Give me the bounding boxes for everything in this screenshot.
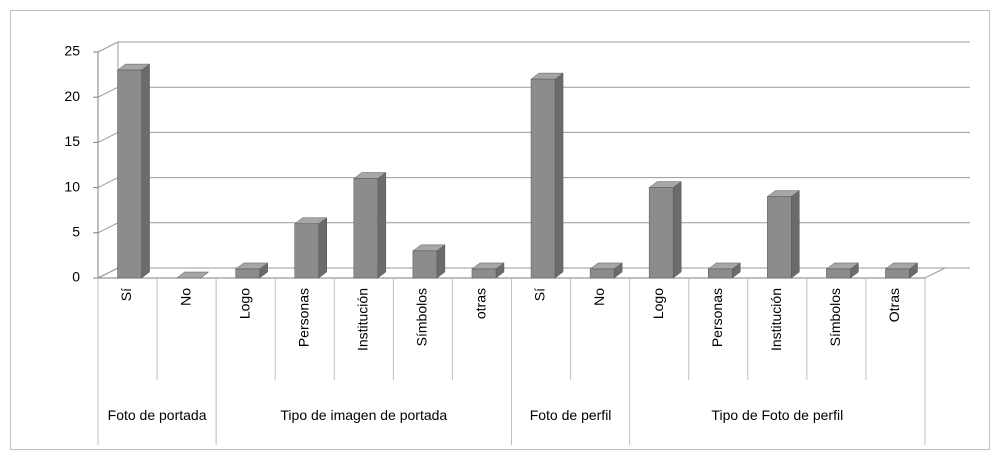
y-tick-label: 15 xyxy=(64,133,80,149)
bar xyxy=(884,262,919,279)
x-tick-label: Institución xyxy=(768,288,784,351)
bar-front xyxy=(117,69,142,279)
x-tick-label: Otras xyxy=(886,288,902,322)
bar xyxy=(175,271,210,279)
bar xyxy=(471,262,505,279)
x-tick-label: Sí xyxy=(532,288,548,301)
group-label: Foto de perfil xyxy=(529,406,612,423)
y-tick-label: 10 xyxy=(64,178,80,194)
bar-front xyxy=(826,268,851,279)
grid-line-side xyxy=(97,222,119,234)
bar xyxy=(707,262,741,279)
bar-front xyxy=(885,268,910,279)
bar xyxy=(294,217,328,279)
x-tick-label: No xyxy=(177,288,193,306)
grid-line-side xyxy=(97,177,119,189)
grid-line-side xyxy=(97,131,119,143)
bar-front xyxy=(412,250,438,279)
bar xyxy=(412,244,446,279)
bar xyxy=(234,262,269,279)
x-tick-label: Institución xyxy=(355,288,371,351)
x-tick-label: No xyxy=(591,288,607,306)
x-tick-label: Símbolos xyxy=(414,288,430,346)
x-tick-label: Personas xyxy=(709,288,725,347)
bar-front xyxy=(708,268,733,279)
x-tick-label: Símbolos xyxy=(827,288,843,346)
bar-front xyxy=(353,178,379,279)
bar xyxy=(648,181,682,279)
bar-side xyxy=(672,181,682,279)
y-tick-label: 5 xyxy=(72,224,80,240)
bar-side xyxy=(377,172,387,279)
x-tick-label: Sí xyxy=(118,288,134,301)
floor xyxy=(97,267,946,279)
group-label: Tipo de Foto de perfil xyxy=(711,406,844,423)
x-tick-label: otras xyxy=(473,288,489,319)
bar-front xyxy=(648,187,674,279)
group-label: Foto de portada xyxy=(107,406,207,423)
x-tick-label: Logo xyxy=(236,288,252,319)
grid-line-side xyxy=(97,86,119,98)
x-tick-label: Logo xyxy=(650,288,666,319)
chart-border xyxy=(10,10,990,450)
bar-front xyxy=(530,78,556,279)
y-tick-label: 0 xyxy=(72,269,80,285)
bar xyxy=(825,262,860,279)
group-label: Tipo de imagen de portada xyxy=(280,406,448,423)
bar-front xyxy=(767,196,792,279)
grid-line-side xyxy=(97,41,119,53)
bar-front xyxy=(294,223,319,279)
y-tick-label: 25 xyxy=(64,43,80,59)
bar xyxy=(116,63,151,279)
bar xyxy=(353,172,387,279)
x-tick-label: Personas xyxy=(295,288,311,347)
bar-side xyxy=(554,72,564,279)
bar-top xyxy=(175,271,210,279)
bar-front xyxy=(235,268,260,279)
bar-side xyxy=(791,190,800,279)
grid-line-side xyxy=(97,267,119,279)
y-tick-label: 20 xyxy=(64,88,80,104)
bar-side xyxy=(141,63,150,279)
bar-side xyxy=(318,217,327,279)
bar-front xyxy=(589,268,615,279)
bar xyxy=(766,190,801,279)
bar-front xyxy=(471,268,497,279)
bar xyxy=(589,262,623,279)
bar xyxy=(530,72,564,279)
